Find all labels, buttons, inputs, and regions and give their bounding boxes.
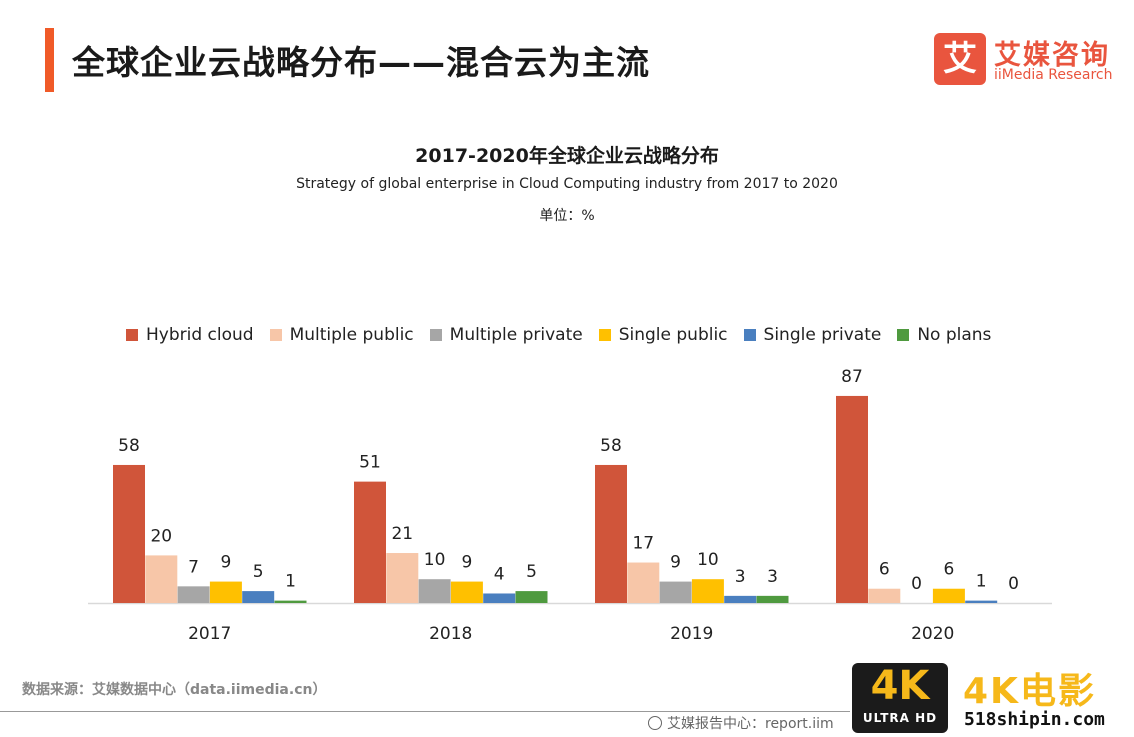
legend-item-multiple-private: Multiple private (429, 325, 583, 345)
data-label: 87 (841, 367, 863, 387)
bar-multiple-public-2017 (145, 555, 178, 603)
data-label: 4 (494, 564, 505, 584)
legend-swatch (897, 329, 910, 341)
legend-item-single-private: Single private (743, 325, 882, 345)
bar-single-private-2018 (483, 593, 516, 603)
data-label: 0 (1008, 574, 1019, 594)
bar-multiple-private-2017 (177, 586, 210, 603)
data-label: 21 (391, 524, 413, 544)
data-label: 6 (943, 560, 954, 580)
logo-name-cn: 艾媒咨询 (994, 40, 1110, 71)
footer-report-text: 艾媒报告中心：report.iim (667, 716, 834, 732)
data-label: 9 (461, 553, 472, 573)
data-label: 10 (424, 550, 446, 570)
bar-no-plans-2018 (515, 591, 548, 603)
bar-multiple-public-2020 (868, 588, 901, 603)
bar-single-public-2018 (450, 581, 483, 603)
watermark-badge-uhd: ULTRA HD (862, 711, 938, 725)
legend-swatch (126, 329, 138, 341)
data-label: 3 (767, 567, 778, 587)
chart-subtitle: Strategy of global enterprise in Cloud C… (296, 176, 838, 192)
legend-item-hybrid-cloud: Hybrid cloud (126, 325, 254, 345)
bar-single-private-2020 (965, 600, 998, 603)
data-label: 6 (879, 560, 890, 580)
bar-single-public-2017 (209, 581, 242, 603)
data-label: 17 (632, 534, 654, 554)
bar-no-plans-2019 (756, 595, 789, 603)
bar-single-public-2020 (932, 588, 965, 603)
legend-label: Multiple private (449, 325, 583, 345)
bar-hybrid-cloud-2017 (113, 464, 145, 603)
legend-item-multiple-public: Multiple public (269, 325, 414, 345)
watermark-site: 518shipin.com (964, 709, 1105, 730)
data-label: 9 (220, 553, 231, 573)
footer-source: 数据来源：艾媒数据中心（data.iimedia.cn） (22, 682, 327, 698)
logo-name-en: iiMedia Research (994, 67, 1113, 83)
data-label: 0 (911, 574, 922, 594)
legend-label: Hybrid cloud (146, 325, 254, 345)
x-tick-label-2018: 2018 (429, 624, 472, 644)
bar-hybrid-cloud-2020 (836, 395, 868, 603)
legend-label: Multiple public (289, 325, 414, 345)
data-label: 51 (359, 453, 381, 473)
x-tick-label-2017: 2017 (188, 624, 231, 644)
legend-item-single-public: Single public (598, 325, 728, 345)
legend-swatch (429, 329, 442, 341)
bar-hybrid-cloud-2018 (354, 481, 386, 603)
globe-icon (648, 716, 662, 730)
legend-item-no-plans: No plans (897, 325, 991, 345)
data-label: 58 (600, 436, 622, 456)
x-tick-label-2019: 2019 (670, 624, 713, 644)
watermark-badge: 4K ULTRA HD (852, 663, 948, 733)
watermark-brand: 4K电影 (963, 671, 1096, 712)
footer-divider (0, 711, 850, 712)
legend-swatch (743, 329, 756, 341)
bar-single-private-2019 (724, 595, 757, 603)
legend-label: No plans (917, 325, 992, 345)
x-tick-label-2020: 2020 (911, 624, 954, 644)
data-label: 5 (526, 562, 537, 582)
data-label: 1 (976, 572, 987, 592)
legend-label: Single private (763, 325, 882, 345)
bar-multiple-private-2018 (418, 579, 451, 603)
chart-unit: 单位：% (539, 208, 595, 224)
data-label: 3 (735, 567, 746, 587)
legend-swatch (269, 329, 282, 341)
title-accent-bar (45, 28, 54, 92)
legend-label: Single public (618, 325, 728, 345)
bar-no-plans-2017 (274, 600, 307, 603)
data-label: 7 (188, 557, 199, 577)
data-label: 1 (285, 572, 296, 592)
watermark-badge-4k: 4K (870, 663, 930, 709)
bar-multiple-public-2019 (627, 562, 660, 603)
logo-mark: 艾 (934, 33, 986, 85)
footer-report: 艾媒报告中心：report.iim (648, 713, 834, 733)
iimedia-logo: 艾 艾媒咨询 iiMedia Research (934, 33, 1114, 88)
data-label: 10 (697, 550, 719, 570)
data-label: 5 (253, 562, 264, 582)
chart-legend: Hybrid cloud Multiple public Multiple pr… (126, 325, 1007, 345)
data-label: 58 (118, 436, 140, 456)
bar-hybrid-cloud-2019 (595, 464, 627, 603)
legend-swatch (598, 329, 611, 341)
bar-multiple-private-2019 (659, 581, 692, 603)
page-title: 全球企业云战略分布——混合云为主流 (72, 43, 650, 82)
data-label: 20 (150, 526, 172, 546)
data-label: 9 (670, 553, 681, 573)
chart-title: 2017-2020年全球企业云战略分布 (415, 145, 719, 167)
bar-multiple-public-2018 (386, 553, 419, 603)
bar-single-private-2017 (242, 591, 275, 603)
bar-single-public-2019 (691, 579, 724, 603)
